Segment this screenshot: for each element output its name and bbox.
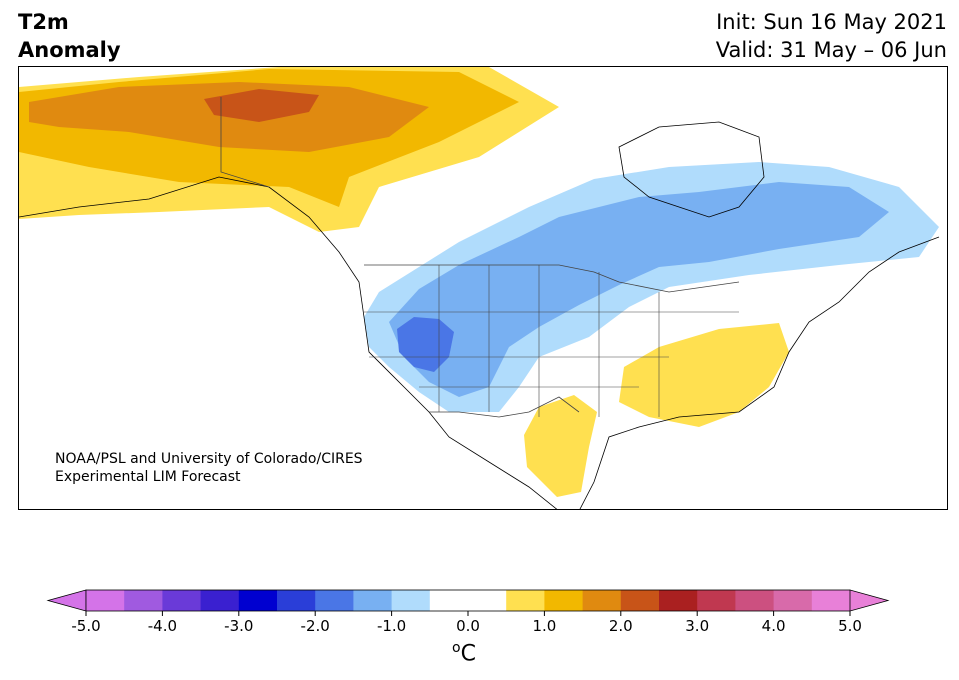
state-borders (364, 265, 739, 417)
colorbar-swatch (582, 590, 622, 611)
coastline-pacific (19, 176, 558, 509)
credit-text: NOAA/PSL and University of Colorado/CIRE… (55, 450, 363, 486)
colorbar-swatch (468, 590, 507, 611)
title-line-1: T2m (18, 10, 69, 34)
colorbar-swatch (353, 590, 393, 611)
colorbar-swatches (46, 589, 890, 612)
colorbar-tick-label: 2.0 (609, 617, 633, 635)
colorbar-swatch (238, 590, 278, 611)
cool-region-3 (397, 317, 454, 372)
colorbar-extend-high (849, 589, 890, 612)
colorbar-swatch (391, 590, 431, 611)
colorbar-swatch (811, 590, 851, 611)
colorbar-swatch (124, 590, 163, 611)
colorbar-swatch (315, 590, 354, 611)
colorbar-tick-label: 1.0 (532, 617, 556, 635)
colorbar-unit: oC (452, 640, 476, 666)
colorbar-swatch (544, 590, 584, 611)
colorbar-swatch (162, 590, 202, 611)
coastline-hudson-bay (618, 121, 765, 218)
credit-line-1: NOAA/PSL and University of Colorado/CIRE… (55, 451, 363, 467)
us-mexico-border (429, 396, 580, 418)
colorbar-tick-label: -4.0 (148, 617, 177, 635)
warm-region-north-4 (204, 89, 319, 122)
unit-degree: o (452, 640, 461, 656)
alaska-border (220, 97, 270, 188)
init-date: Init: Sun 16 May 2021 (716, 10, 947, 34)
us-canada-border (364, 264, 740, 293)
colorbar: -5.0 -4.0 -3.0 -2.0 -1.0 0.0 1.0 2.0 3.0 4.0 5.0 (46, 589, 890, 635)
anomaly-map (18, 66, 948, 510)
title-line-2: Anomaly (18, 38, 121, 62)
unit-letter: C (460, 641, 476, 667)
forecast-dates: Init: Sun 16 May 2021 Valid: 31 May – 06… (716, 8, 947, 64)
colorbar-swatch (659, 590, 698, 611)
colorbar-tick-label: -5.0 (71, 617, 100, 635)
anomaly-map-svg (19, 67, 940, 509)
colorbar-swatch (735, 590, 775, 611)
coastline-gulf (579, 236, 940, 509)
colorbar-swatch (773, 590, 813, 611)
colorbar-swatch (429, 590, 469, 611)
colorbar-swatch (277, 590, 316, 611)
colorbar-ticks: -5.0 -4.0 -3.0 -2.0 -1.0 0.0 1.0 2.0 3.0 4.0 5.0 (71, 611, 862, 635)
colorbar-extend-low (46, 589, 87, 612)
map-title: T2m Anomaly (18, 8, 121, 64)
colorbar-tick-label: 3.0 (685, 617, 709, 635)
warm-region-mexico (524, 395, 597, 497)
colorbar-swatch (200, 590, 240, 611)
colorbar-tick-label: 5.0 (838, 617, 862, 635)
colorbar-tick-label: -1.0 (377, 617, 406, 635)
colorbar-tick-label: -2.0 (301, 617, 330, 635)
credit-line-2: Experimental LIM Forecast (55, 469, 241, 485)
colorbar-tick-label: -3.0 (224, 617, 253, 635)
colorbar-tick-label: 4.0 (762, 617, 786, 635)
colorbar-swatch (86, 590, 125, 611)
warm-region-southeast (619, 323, 789, 427)
valid-date: Valid: 31 May – 06 Jun (715, 38, 947, 62)
colorbar-swatch (620, 590, 660, 611)
colorbar-swatch (697, 590, 736, 611)
colorbar-tick-label: 0.0 (456, 617, 480, 635)
colorbar-swatch (506, 590, 545, 611)
cool-region-2 (389, 182, 889, 397)
